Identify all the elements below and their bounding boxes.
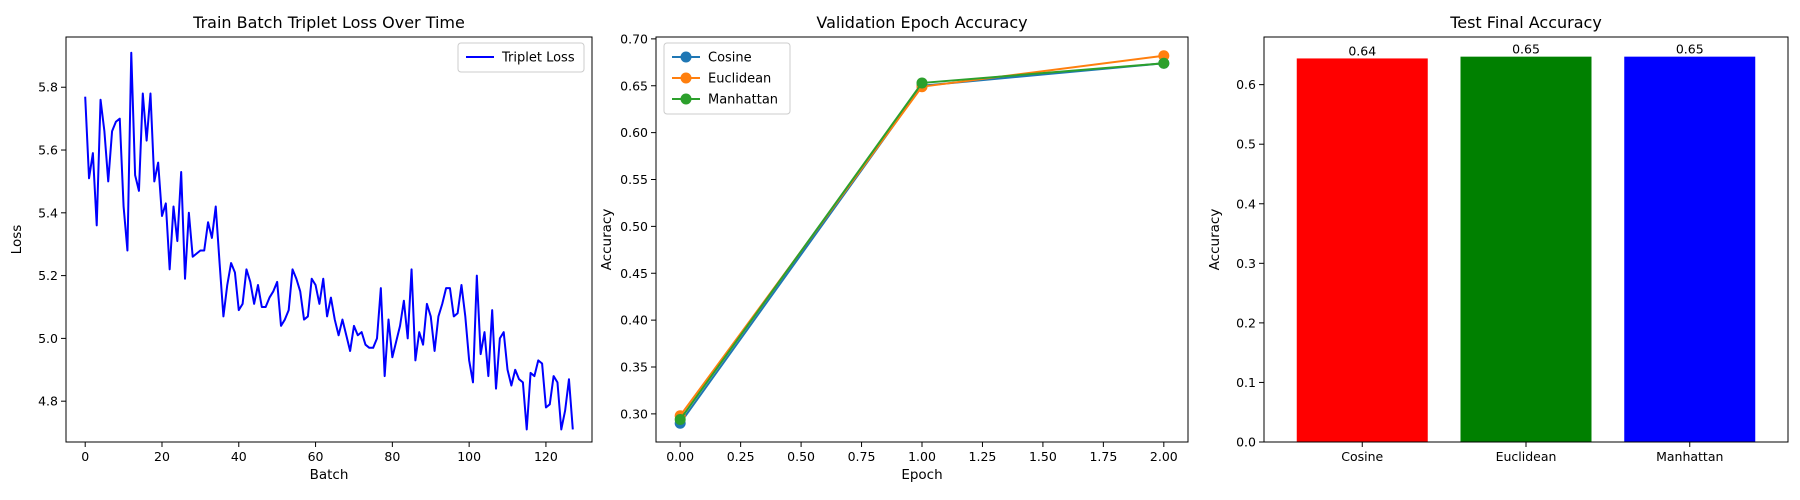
legend-label: Cosine — [708, 51, 752, 66]
legend-label: Euclidean — [708, 72, 771, 87]
legend-marker — [680, 72, 692, 84]
x-tick-label: Euclidean — [1496, 449, 1557, 464]
chart-panel-2: Validation Epoch Accuracy 0.30 0.35 0.40 0.4… — [599, 13, 1189, 483]
bar-euclidean — [1460, 56, 1592, 442]
bar-value-label: 0.65 — [1512, 42, 1540, 57]
chart-title: Test Final Accuracy — [1449, 13, 1602, 32]
x-tick-label: 0 — [81, 449, 89, 464]
y-tick-label: 0.30 — [620, 406, 648, 421]
chart-panel-1: Train Batch Triplet Loss Over Time 4.8 5.0… — [9, 13, 593, 483]
y-tick-label: 0.45 — [620, 266, 648, 281]
y-tick-label: 0.3 — [1236, 256, 1256, 271]
y-tick-label: 5.4 — [38, 205, 58, 220]
y-tick-label: 5.8 — [38, 80, 58, 95]
bar-cosine — [1296, 58, 1428, 443]
y-tick-label: 0.4 — [1236, 196, 1256, 211]
chart-title: Validation Epoch Accuracy — [816, 13, 1027, 32]
axes-frame — [65, 36, 593, 443]
bar-value-label: 0.64 — [1348, 43, 1376, 58]
x-tick-label: 60 — [308, 449, 324, 464]
chart-title: Train Batch Triplet Loss Over Time — [192, 13, 465, 32]
y-tick-label: 0.1 — [1236, 375, 1256, 390]
x-tick-label: 1.00 — [908, 449, 936, 464]
legend-marker — [680, 51, 692, 63]
bar-value-label: 0.65 — [1676, 42, 1704, 57]
data-point-manhattan — [1158, 57, 1170, 69]
legend-box — [663, 42, 791, 115]
legend-label: Manhattan — [708, 93, 778, 108]
series-line-triplet-loss — [84, 51, 574, 431]
legend: Cosine Euclidean Manhattan — [663, 42, 791, 115]
y-axis-label: Loss — [9, 225, 25, 255]
x-tick-label: 0.00 — [666, 449, 694, 464]
y-axis-label: Accuracy — [1207, 209, 1223, 271]
x-tick-label: 0.50 — [787, 449, 815, 464]
x-tick-label: 2.00 — [1150, 449, 1178, 464]
y-axis-label: Accuracy — [599, 209, 615, 271]
y-tick-label: 5.2 — [38, 268, 58, 283]
x-tick-label: 1.50 — [1029, 449, 1057, 464]
x-tick-label: 0.25 — [727, 449, 755, 464]
y-tick-label: 4.8 — [38, 394, 58, 409]
chart-panel-3: Test Final Accuracy 0.64 0.65 0.65 0.0 0.1 0.2… — [1207, 13, 1789, 464]
y-tick-label: 0.0 — [1236, 435, 1256, 450]
series-line-cosine — [679, 62, 1164, 424]
y-tick-label: 5.6 — [38, 143, 58, 158]
legend: Triplet Loss — [457, 42, 585, 73]
x-tick-label: 80 — [384, 449, 400, 464]
y-tick-label: 5.0 — [38, 331, 58, 346]
legend-box — [457, 42, 585, 73]
x-tick-label: 100 — [457, 449, 481, 464]
data-point-manhattan — [674, 414, 686, 425]
x-axis-label: Epoch — [901, 467, 942, 483]
y-tick-label: 0.2 — [1236, 315, 1256, 330]
x-tick-label: 0.75 — [848, 449, 876, 464]
y-tick-label: 0.55 — [620, 172, 648, 187]
x-tick-label: 1.75 — [1089, 449, 1117, 464]
y-tick-label: 0.60 — [620, 125, 648, 140]
x-tick-label: 120 — [534, 449, 558, 464]
y-tick-label: 0.50 — [620, 219, 648, 234]
x-tick-label: Manhattan — [1656, 449, 1723, 464]
series-line-manhattan — [679, 62, 1164, 421]
y-tick-label: 0.65 — [620, 78, 648, 93]
y-tick-label: 0.70 — [620, 31, 648, 46]
x-tick-label: 20 — [154, 449, 170, 464]
legend-marker — [680, 93, 692, 105]
y-tick-label: 0.6 — [1236, 77, 1256, 92]
x-tick-label: 40 — [231, 449, 247, 464]
y-tick-label: 0.35 — [620, 360, 648, 375]
bar-manhattan — [1624, 56, 1756, 442]
data-point-manhattan — [916, 77, 928, 89]
legend-label: Triplet Loss — [501, 51, 575, 66]
y-tick-label: 0.5 — [1236, 137, 1256, 152]
x-tick-label: Cosine — [1341, 449, 1383, 464]
x-tick-label: 1.25 — [969, 449, 997, 464]
y-tick-label: 0.40 — [620, 313, 648, 328]
x-axis-label: Batch — [310, 467, 349, 483]
